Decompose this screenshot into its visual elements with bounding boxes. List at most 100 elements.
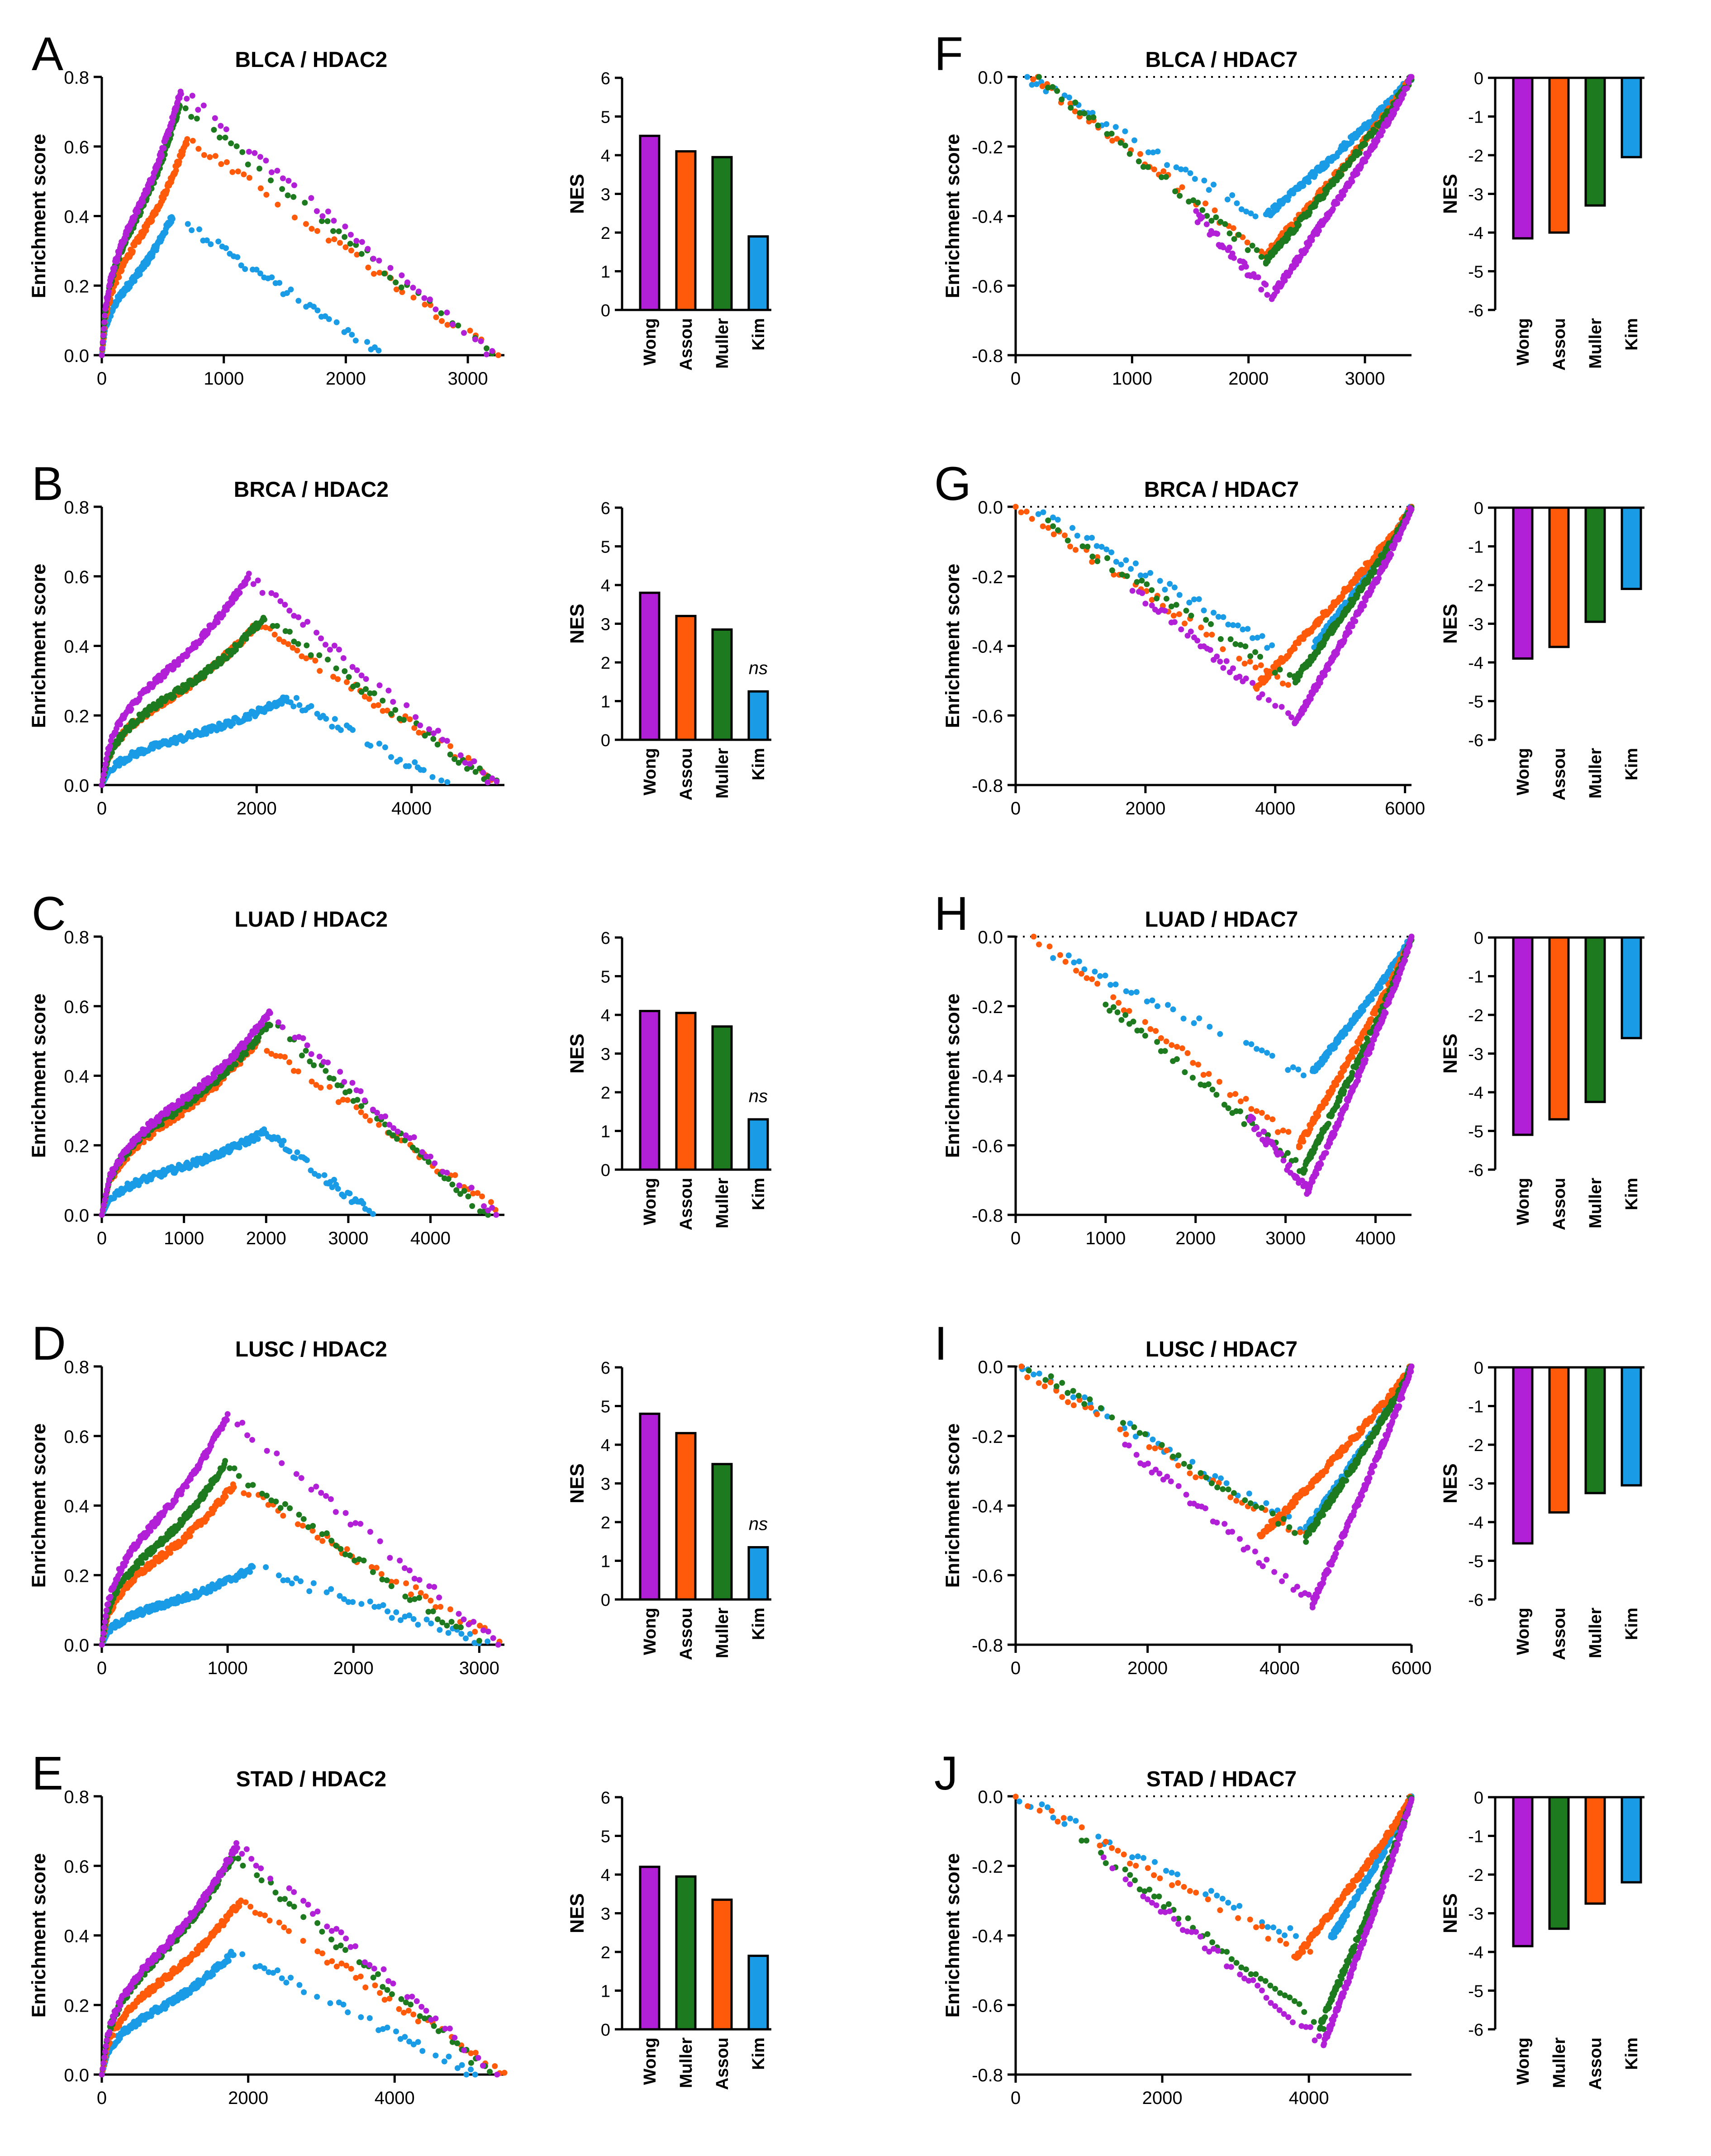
es-point [291, 1889, 297, 1895]
es-point [314, 1909, 321, 1915]
nes-y-label: NES [566, 1033, 588, 1073]
es-point [293, 1575, 299, 1581]
es-point [425, 1159, 432, 1165]
es-point [363, 676, 369, 682]
es-point [277, 598, 284, 604]
nes-y-tick-label: 3 [601, 1905, 610, 1924]
es-series-kim [99, 1563, 491, 1648]
es-point [404, 702, 410, 709]
es-point [439, 318, 445, 324]
es-point [389, 1991, 395, 1997]
es-plot-title: LUAD / HDAC2 [234, 908, 388, 932]
es-point [1213, 214, 1219, 220]
es-point [385, 687, 392, 694]
es-point [179, 1112, 185, 1118]
es-point [200, 1084, 206, 1090]
es-point [418, 2004, 425, 2010]
es-point [318, 635, 324, 642]
es-point [196, 226, 202, 233]
es-point [371, 703, 377, 709]
es-point [350, 727, 356, 733]
es-point [285, 641, 291, 647]
es-point [280, 175, 286, 181]
nes-category-label: Wong [641, 318, 660, 366]
es-y-tick-label: 0.0 [64, 346, 89, 366]
es-point [293, 1471, 299, 1477]
es-point [470, 1190, 476, 1197]
es-plot-title: LUSC / HDAC2 [235, 1337, 387, 1361]
es-point [304, 619, 311, 625]
es-point [223, 655, 230, 662]
es-point [169, 216, 176, 222]
es-point [100, 1636, 106, 1642]
es-point [316, 652, 323, 658]
es-point [344, 679, 350, 685]
es-point [402, 1137, 408, 1143]
es-y-label: Enrichment score [28, 134, 50, 298]
es-point [200, 102, 207, 109]
es-point [444, 322, 451, 328]
nes-bar-wong [639, 1009, 661, 1171]
es-point [476, 1637, 482, 1644]
es-point [484, 351, 490, 357]
es-point [1163, 174, 1169, 180]
es-point [475, 2055, 481, 2061]
es-point [99, 352, 105, 358]
es-point [210, 1971, 216, 1978]
es-point [161, 145, 167, 151]
es-point [325, 208, 331, 214]
es-point [99, 2071, 105, 2078]
es-y-tick-label: 0.0 [64, 2066, 89, 2085]
es-point [344, 1097, 351, 1103]
es-point [195, 146, 202, 152]
es-point [99, 1212, 105, 1218]
es-point [1206, 187, 1212, 193]
es-point [314, 1534, 321, 1541]
es-point [452, 756, 457, 762]
es-point [358, 689, 365, 695]
es-point [365, 264, 371, 271]
es-point [436, 1594, 442, 1601]
es-point [433, 314, 439, 320]
es-point [239, 149, 246, 155]
es-point [388, 1579, 394, 1585]
es-point [423, 1153, 429, 1160]
es-point [268, 590, 275, 596]
es-point [1090, 114, 1097, 120]
es-point [184, 1483, 190, 1490]
es-point [384, 1987, 390, 1993]
es-point [300, 1914, 307, 1920]
nes-category-label: Kim [749, 1178, 768, 1210]
es-point [370, 1569, 376, 1575]
es-point [1222, 221, 1228, 227]
nes-bar-wong [639, 1866, 661, 2031]
es-point [1224, 196, 1231, 203]
es-point [293, 695, 299, 701]
es-point [309, 1528, 316, 1534]
es-point [1183, 167, 1189, 173]
panel-letter: D [32, 1317, 66, 1370]
es-point [325, 1059, 331, 1066]
es-point [280, 1513, 286, 1519]
nes-y-tick-label: 0 [601, 1591, 610, 1610]
es-point [223, 1417, 230, 1423]
es-point [170, 118, 176, 124]
es-point [416, 1594, 423, 1601]
es-point [413, 714, 419, 720]
nes-category-label: Assou [677, 1178, 696, 1230]
es-point [325, 657, 331, 663]
es-point [422, 301, 428, 308]
es-point [101, 1202, 107, 1208]
es-point [100, 339, 106, 345]
nes-y-tick-label: 0 [601, 301, 610, 320]
es-point [387, 1555, 393, 1561]
es-point [467, 328, 473, 334]
es-point [477, 765, 483, 771]
es-point [218, 123, 224, 129]
es-point [280, 1137, 287, 1144]
es-point [430, 736, 437, 742]
es-point [413, 1147, 420, 1153]
es-point [367, 690, 373, 696]
es-point [337, 1593, 343, 1599]
nes-y-tick-label: 2 [601, 1943, 610, 1962]
